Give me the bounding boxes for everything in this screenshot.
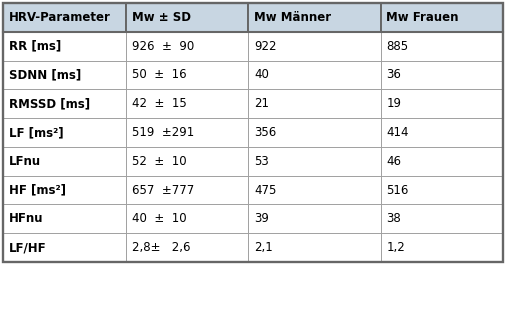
Bar — [125, 61, 247, 89]
Bar — [125, 3, 247, 32]
Bar — [125, 233, 247, 262]
Bar — [3, 147, 125, 176]
Text: 39: 39 — [254, 212, 268, 225]
Bar — [3, 204, 125, 233]
Bar — [125, 32, 247, 61]
Bar — [380, 176, 502, 204]
Bar — [380, 204, 502, 233]
Bar — [3, 176, 125, 204]
Text: 2,1: 2,1 — [254, 241, 272, 254]
Text: 42  ±  15: 42 ± 15 — [131, 97, 186, 110]
Bar — [380, 3, 502, 32]
Bar — [247, 233, 380, 262]
Text: 519  ±291: 519 ±291 — [131, 126, 193, 139]
Text: 2,8±   2,6: 2,8± 2,6 — [131, 241, 189, 254]
Bar — [380, 61, 502, 89]
Text: 414: 414 — [386, 126, 408, 139]
Bar — [380, 118, 502, 147]
Text: HF [ms²]: HF [ms²] — [9, 184, 66, 197]
Text: HFnu: HFnu — [9, 212, 43, 225]
Bar — [247, 61, 380, 89]
Bar — [125, 147, 247, 176]
Text: 21: 21 — [254, 97, 269, 110]
Bar — [3, 233, 125, 262]
Text: HRV-Parameter: HRV-Parameter — [9, 11, 111, 24]
Bar — [247, 3, 380, 32]
Text: LFnu: LFnu — [9, 155, 41, 168]
Text: 475: 475 — [254, 184, 276, 197]
Bar — [380, 32, 502, 61]
Bar — [3, 118, 125, 147]
Text: 19: 19 — [386, 97, 400, 110]
Bar — [247, 118, 380, 147]
Bar — [247, 89, 380, 118]
Text: 36: 36 — [386, 69, 400, 82]
Text: 885: 885 — [386, 40, 408, 53]
Bar — [3, 3, 125, 32]
Text: Mw ± SD: Mw ± SD — [131, 11, 190, 24]
Text: 38: 38 — [386, 212, 400, 225]
Bar — [125, 176, 247, 204]
Text: Mw Frauen: Mw Frauen — [386, 11, 458, 24]
Bar — [3, 3, 502, 262]
Text: 516: 516 — [386, 184, 408, 197]
Text: 926  ±  90: 926 ± 90 — [131, 40, 193, 53]
Bar — [380, 147, 502, 176]
Bar — [125, 89, 247, 118]
Bar — [3, 89, 125, 118]
Text: 40  ±  10: 40 ± 10 — [131, 212, 186, 225]
Text: 50  ±  16: 50 ± 16 — [131, 69, 186, 82]
Text: SDNN [ms]: SDNN [ms] — [9, 69, 81, 82]
Bar — [247, 176, 380, 204]
Text: 46: 46 — [386, 155, 400, 168]
Bar — [380, 233, 502, 262]
Bar — [125, 118, 247, 147]
Text: Mw Männer: Mw Männer — [254, 11, 330, 24]
Text: RR [ms]: RR [ms] — [9, 40, 61, 53]
Bar — [380, 89, 502, 118]
Text: 52  ±  10: 52 ± 10 — [131, 155, 186, 168]
Bar — [3, 32, 125, 61]
Bar — [3, 61, 125, 89]
Text: 657  ±777: 657 ±777 — [131, 184, 193, 197]
Text: RMSSD [ms]: RMSSD [ms] — [9, 97, 90, 110]
Text: 1,2: 1,2 — [386, 241, 405, 254]
Text: 356: 356 — [254, 126, 276, 139]
Text: LF/HF: LF/HF — [9, 241, 46, 254]
Bar — [247, 32, 380, 61]
Bar — [247, 147, 380, 176]
Text: LF [ms²]: LF [ms²] — [9, 126, 64, 139]
Text: 922: 922 — [254, 40, 276, 53]
Bar — [125, 204, 247, 233]
Text: 40: 40 — [254, 69, 268, 82]
Bar — [247, 204, 380, 233]
Text: 53: 53 — [254, 155, 268, 168]
